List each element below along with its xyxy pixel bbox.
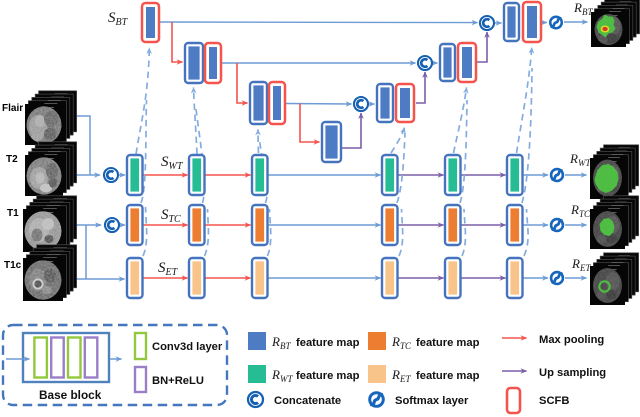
svg-text:Softmax layer: Softmax layer [395, 395, 469, 407]
svg-text:Base block: Base block [39, 388, 102, 402]
svg-text:feature map: feature map [296, 370, 360, 382]
svg-text:Up sampling: Up sampling [539, 367, 606, 379]
svg-text:feature map: feature map [416, 370, 480, 382]
svg-text:Flair: Flair [2, 103, 23, 114]
svg-text:Max pooling: Max pooling [539, 334, 604, 346]
svg-text:T2: T2 [6, 154, 18, 165]
svg-text:feature map: feature map [296, 337, 360, 349]
svg-text:T1: T1 [7, 208, 19, 219]
svg-text:BN+ReLU: BN+ReLU [152, 375, 204, 387]
svg-text:Conv3d layer: Conv3d layer [152, 341, 223, 353]
svg-text:SCFB: SCFB [539, 395, 569, 407]
svg-text:feature map: feature map [416, 337, 480, 349]
svg-text:Concatenate: Concatenate [274, 395, 341, 407]
svg-text:T1c: T1c [4, 260, 22, 271]
